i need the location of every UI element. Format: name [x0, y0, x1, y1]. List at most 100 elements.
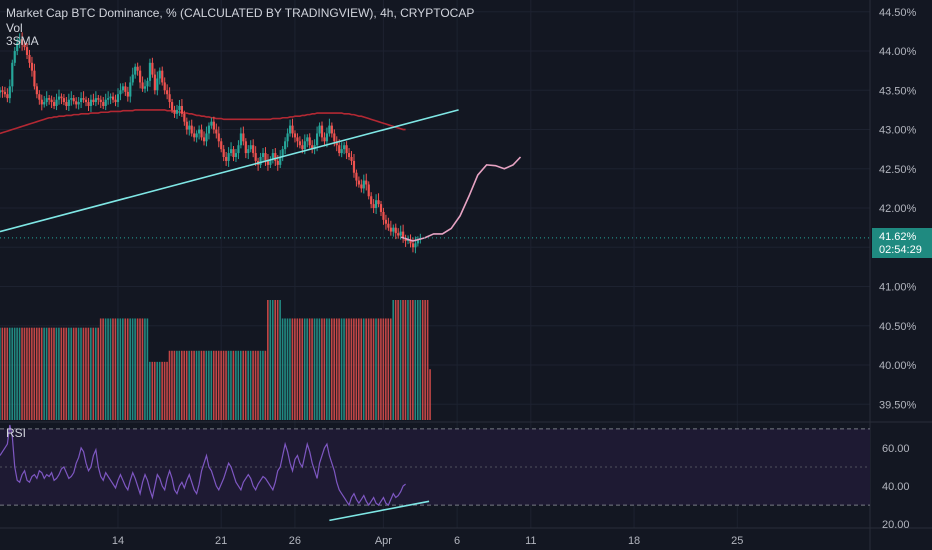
candle-body	[357, 180, 360, 185]
rsi-indicator-label[interactable]: RSI	[6, 426, 26, 440]
last-price-value: 41.62%	[879, 231, 917, 243]
volume-bar	[252, 350, 254, 420]
candle-body	[183, 113, 186, 122]
rsi-axis[interactable]: 60.00 40.00 20.00	[882, 443, 910, 531]
volume-bar	[355, 318, 358, 420]
volume-bar	[124, 318, 127, 420]
volume-bar	[281, 318, 284, 420]
candle-body	[311, 145, 314, 150]
volume-bar	[345, 318, 348, 420]
candle-body	[126, 91, 129, 97]
volume-bar	[328, 318, 331, 420]
candle-body	[134, 66, 137, 75]
time-axis[interactable]: 14 21 26 Apr 6 11 18 25	[112, 535, 744, 547]
candle-body	[180, 105, 184, 114]
candle-body	[65, 102, 68, 106]
candle-body	[284, 141, 287, 150]
candle-body	[367, 184, 370, 197]
volume-bar	[222, 350, 225, 420]
rsi-tick-label: 40.00	[882, 481, 910, 493]
volume-bar	[77, 327, 80, 420]
candle-body	[370, 196, 373, 205]
volume-bar	[340, 318, 343, 420]
volume-bar	[426, 300, 429, 420]
candle-body	[365, 180, 368, 185]
candle-body	[170, 102, 174, 110]
candle-body	[392, 227, 395, 232]
candle-body	[84, 99, 88, 103]
volume-bar	[311, 318, 313, 420]
candle-body	[38, 94, 41, 100]
volume-bar	[23, 327, 26, 420]
candle-body	[156, 78, 159, 91]
candle-body	[161, 70, 164, 83]
candle-body	[274, 153, 277, 161]
volume-bar	[109, 318, 112, 420]
price-tick-label: 43.00%	[879, 125, 917, 137]
projection-path	[400, 156, 522, 242]
volume-bar	[156, 361, 159, 420]
candle-body	[80, 98, 83, 103]
volume-bar	[230, 350, 232, 420]
candle-body	[293, 133, 297, 138]
chart-title: Market Cap BTC Dominance, % (CALCULATED …	[6, 6, 474, 20]
candle-body	[288, 125, 292, 134]
volume-bar	[193, 350, 195, 420]
candle-body	[266, 160, 270, 165]
volume-bar	[217, 350, 220, 420]
volume-bar	[208, 350, 210, 420]
volume-bar	[333, 318, 336, 420]
candle-body	[404, 237, 407, 242]
volume-bar	[38, 327, 41, 420]
volume-bar	[72, 327, 75, 420]
candle-body	[16, 43, 19, 52]
candle-body	[188, 125, 191, 130]
candle-body	[107, 98, 110, 100]
candle-body	[43, 102, 46, 105]
volume-bar	[176, 350, 178, 420]
vol-indicator-label[interactable]: Vol	[6, 21, 23, 35]
volume-bar	[385, 318, 387, 420]
candle-body	[217, 133, 220, 142]
candle-body	[402, 231, 405, 238]
volume-bar	[102, 318, 104, 420]
volume-bar	[269, 300, 272, 420]
candle-body	[13, 51, 16, 63]
candle-body	[148, 62, 152, 81]
volume-bar	[50, 327, 53, 420]
candle-body	[303, 141, 306, 150]
volume-bar	[414, 300, 417, 420]
volume-bar	[323, 318, 326, 420]
volume-bar	[244, 350, 247, 420]
volume-bar	[178, 350, 181, 420]
candle-body	[360, 184, 363, 189]
volume-bar	[264, 350, 267, 420]
volume-bar	[33, 327, 36, 420]
volume-bar	[21, 327, 23, 420]
candle-body	[347, 153, 351, 158]
volume-bar	[279, 300, 281, 420]
time-tick-label: 21	[215, 535, 227, 547]
volume-bars	[0, 300, 431, 420]
volume-bar	[131, 318, 134, 420]
volume-bar	[82, 327, 85, 420]
candle-body	[158, 70, 161, 79]
candle-body	[399, 231, 402, 236]
volume-bar	[289, 318, 291, 420]
sma-indicator-label[interactable]: 3SMA	[6, 34, 39, 48]
volume-bar	[58, 327, 60, 420]
candle-body	[8, 86, 11, 99]
candle-body	[185, 121, 188, 130]
volume-bar	[380, 318, 382, 420]
candle-body	[0, 90, 2, 93]
candle-body	[11, 62, 14, 87]
volume-bar	[85, 327, 87, 420]
candle-body	[109, 96, 112, 99]
candle-body	[146, 80, 149, 87]
volume-bar	[237, 350, 240, 420]
candle-body	[151, 62, 154, 75]
candle-body	[411, 243, 415, 248]
candle-body	[377, 200, 380, 205]
candle-body	[271, 153, 274, 160]
